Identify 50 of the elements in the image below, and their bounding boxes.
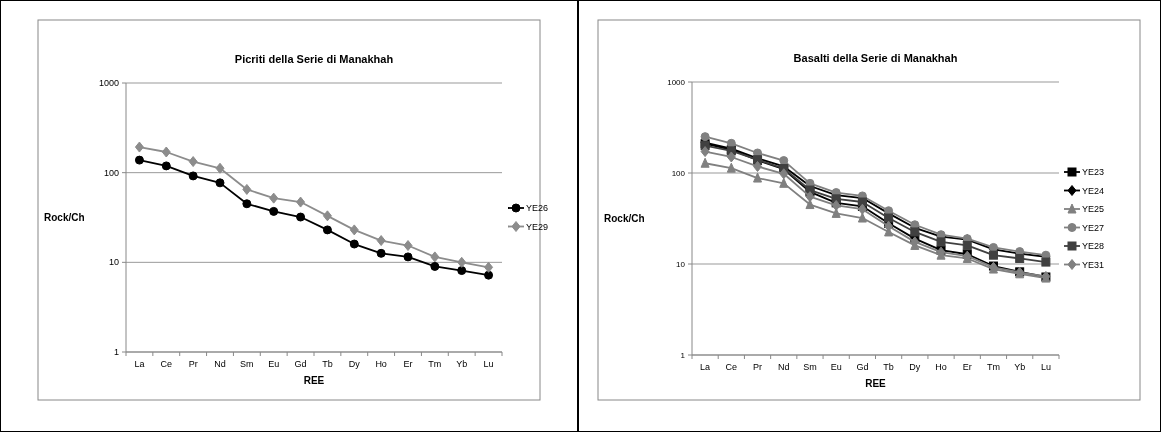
y-axis-title: Rock/Ch xyxy=(604,213,645,224)
x-tick-label: La xyxy=(700,362,711,372)
x-tick-label: Sm xyxy=(240,359,254,369)
x-axis-title: REE xyxy=(865,378,887,389)
y-tick-label: 1 xyxy=(680,350,686,360)
legend-label: YE31 xyxy=(1082,259,1105,270)
x-tick-label: Eu xyxy=(830,362,842,372)
x-tick-label: Tb xyxy=(322,359,333,369)
x-tick-label: Gd xyxy=(294,359,307,369)
x-tick-label: Tb xyxy=(883,362,894,372)
legend-label: YE23 xyxy=(1082,167,1105,178)
chart-title: Picriti della Serie di Manakhah xyxy=(234,53,394,65)
x-tick-label: Pr xyxy=(188,359,198,369)
y-tick-label: 1000 xyxy=(667,77,686,87)
x-tick-label: Ho xyxy=(935,362,947,372)
x-tick-label: Ce xyxy=(725,362,738,372)
x-tick-label: Er xyxy=(403,359,413,369)
y-tick-label: 10 xyxy=(108,257,119,268)
y-tick-label: 100 xyxy=(671,168,686,178)
x-tick-label: Dy xyxy=(909,362,921,372)
x-tick-label: Er xyxy=(962,362,972,372)
legend-label: YE24 xyxy=(1082,185,1105,196)
x-tick-label: Yb xyxy=(456,359,468,369)
y-axis-title: Rock/Ch xyxy=(44,212,85,223)
x-tick-label: Yb xyxy=(1014,362,1026,372)
y-tick-label: 100 xyxy=(103,167,119,178)
x-tick-label: Eu xyxy=(268,359,280,369)
x-tick-label: Sm xyxy=(803,362,817,372)
x-tick-label: Lu xyxy=(1040,362,1051,372)
x-tick-label: Pr xyxy=(753,362,763,372)
x-tick-label: Lu xyxy=(483,359,494,369)
legend-label: YE27 xyxy=(1082,222,1105,233)
x-tick-label: Ce xyxy=(160,359,173,369)
legend-label: YE26 xyxy=(526,203,549,214)
x-tick-label: Gd xyxy=(856,362,869,372)
y-tick-label: 1000 xyxy=(98,78,119,89)
x-tick-label: Nd xyxy=(777,362,790,372)
x-axis-title: REE xyxy=(303,375,325,386)
legend-label: YE29 xyxy=(526,221,549,232)
y-tick-label: 10 xyxy=(676,259,686,269)
legend-label: YE28 xyxy=(1082,241,1105,252)
y-tick-label: 1 xyxy=(113,347,119,358)
legend-label: YE25 xyxy=(1082,204,1105,215)
x-tick-label: Tm xyxy=(428,359,442,369)
x-tick-label: Ho xyxy=(375,359,387,369)
x-tick-label: Tm xyxy=(986,362,1000,372)
x-tick-label: Nd xyxy=(214,359,226,369)
chart-title: Basalti della Serie di Manakhah xyxy=(793,52,958,64)
x-tick-label: La xyxy=(134,359,145,369)
x-tick-label: Dy xyxy=(348,359,361,369)
